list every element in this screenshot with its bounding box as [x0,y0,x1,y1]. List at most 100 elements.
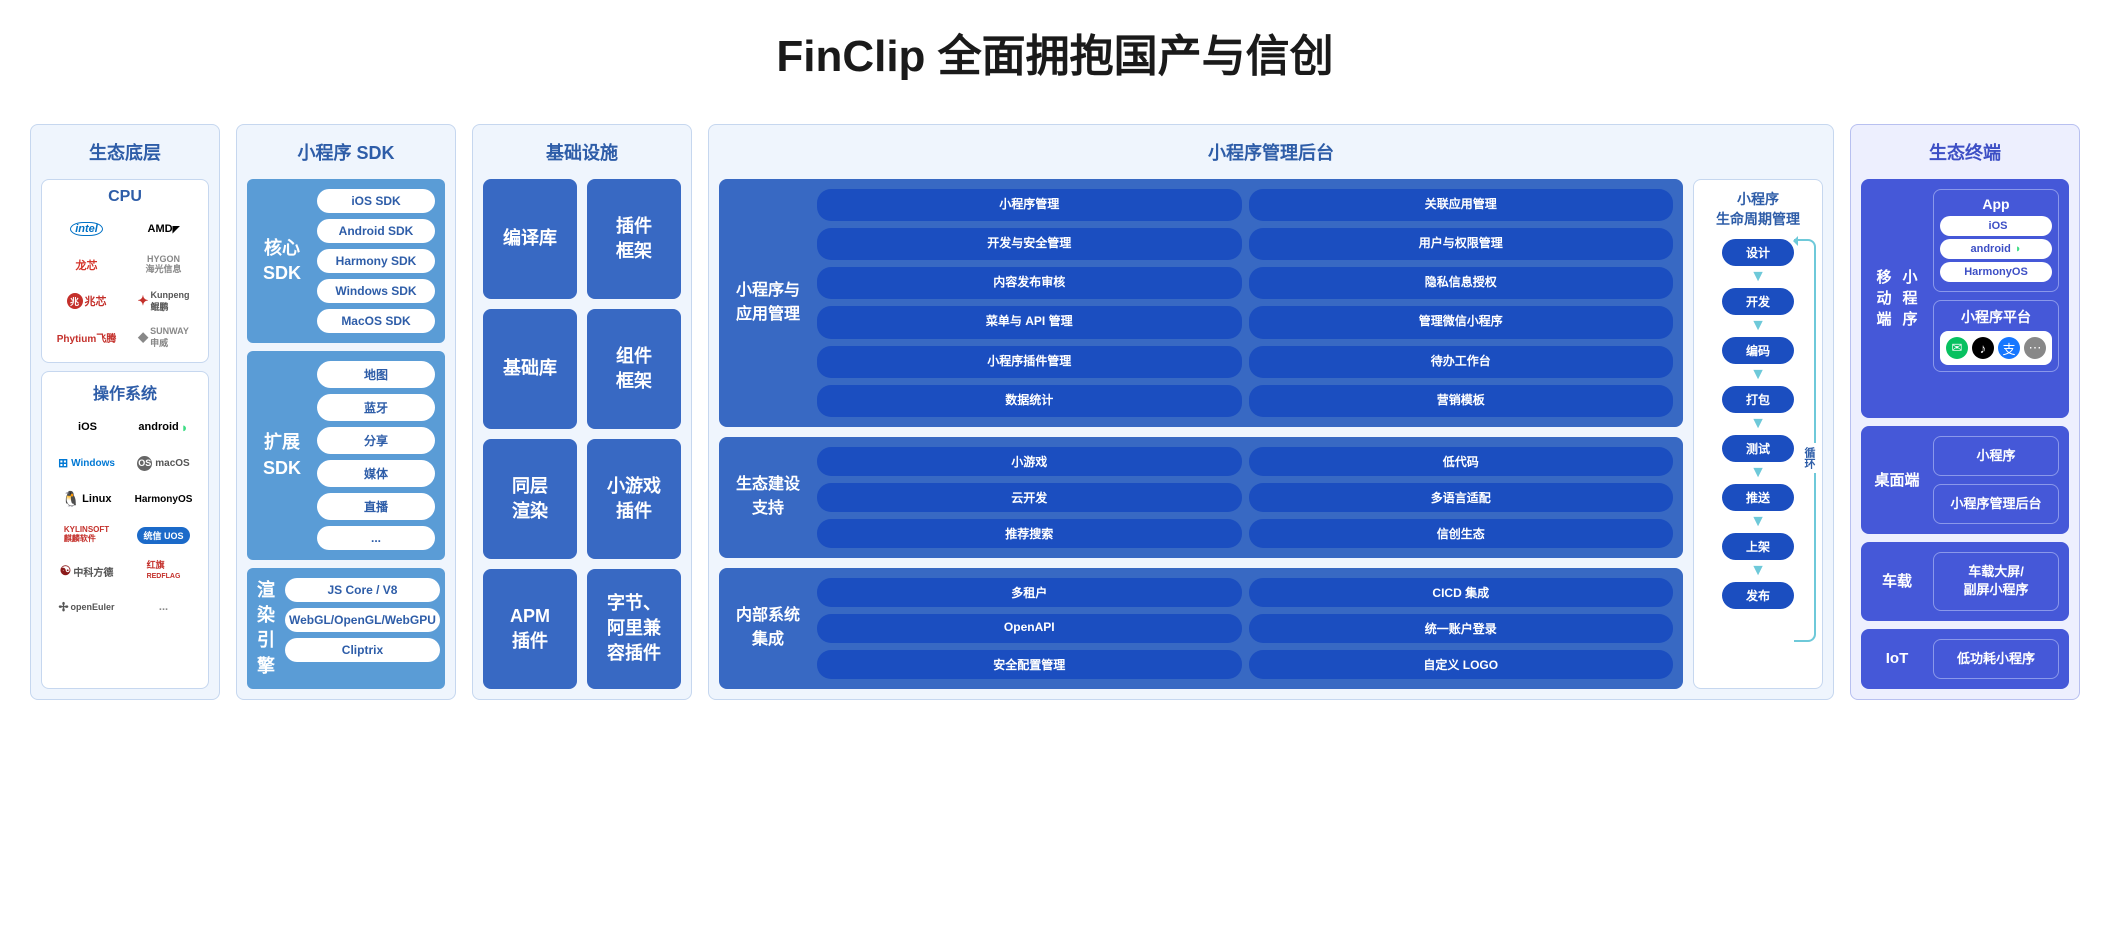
logo--: ☯中科方德 [50,558,123,584]
sdk-panel: 小程序 SDK 核心SDK iOS SDKAndroid SDKHarmony … [236,124,456,700]
lifecycle-step: 上架 [1722,533,1794,560]
lifecycle-step: 设计 [1722,239,1794,266]
cpu-header: CPU [50,188,200,212]
mgmt-pill: CICD 集成 [1249,578,1674,607]
lifecycle-step: 推送 [1722,484,1794,511]
iot-section: IoT 低功耗小程序 [1861,629,2069,689]
alipay-icon: 支 [1998,337,2020,359]
douyin-icon: ♪ [1972,337,1994,359]
infra-cell: 同层渲染 [483,439,577,559]
logo-sunway-: ◆SUNWAY申威 [127,324,200,350]
eco-terminal-header: 生态终端 [1861,135,2069,171]
mgmt-pill: 安全配置管理 [817,650,1242,679]
lifecycle-loop-label: 循环 [1800,443,1818,473]
mgmt-section: 生态建设支持小游戏低代码云开发多语言适配推荐搜索信创生态 [719,437,1683,558]
render-engine-label: 渲染引擎 [257,578,275,679]
pill: Android SDK [317,219,435,243]
logo-ios: iOS [50,414,123,440]
sdk-header: 小程序 SDK [247,135,445,171]
arrow-down-icon: ▼ [1750,563,1766,579]
os-sub-panel: 操作系统 iOSandroid◗⊞WindowsOSmacOS🐧LinuxHar… [41,371,209,689]
mgmt-section-label: 小程序与应用管理 [729,189,807,417]
logo-harmonyos: HarmonyOS [127,486,200,512]
logo-hygon-: HYGON海光信息 [127,252,200,278]
app-sub-header: App [1940,196,2052,212]
desktop-section: 桌面端 小程序小程序管理后台 [1861,426,2069,534]
infra-cell: 组件框架 [587,309,681,429]
lifecycle-step: 编码 [1722,337,1794,364]
pill: 直播 [317,493,435,520]
mgmt-pill: 隐私信息授权 [1249,267,1674,299]
logo--redflag: 红旗REDFLAG [127,558,200,584]
mgmt-pill: 用户与权限管理 [1249,228,1674,260]
mgmt-pill: 小程序管理 [817,189,1242,221]
lifecycle-step: 发布 [1722,582,1794,609]
pill: Cliptrix [285,638,440,662]
mgmt-pill: 开发与安全管理 [817,228,1242,260]
pill: JS Core / V8 [285,578,440,602]
mgmt-pill: 营销模板 [1249,385,1674,417]
core-sdk-block: 核心SDK iOS SDKAndroid SDKHarmony SDKWindo… [247,179,445,343]
app-sub: App iOS android ◗ HarmonyOS [1933,189,2059,292]
lifecycle-step: 打包 [1722,386,1794,413]
lifecycle-header: 小程序生命周期管理 [1702,190,1814,229]
logo-kunpeng-: ✦Kunpeng鲲鹏 [127,288,200,314]
mgmt-pill: 自定义 LOGO [1249,650,1674,679]
infra-cell: 插件框架 [587,179,681,299]
infra-cell: APM插件 [483,569,577,689]
platform-sub: 小程序平台 ✉♪支⋯ [1933,300,2059,372]
pill: 地图 [317,361,435,388]
iot-label: IoT [1871,639,1923,679]
mgmt-section: 小程序与应用管理小程序管理关联应用管理开发与安全管理用户与权限管理内容发布审核隐… [719,179,1683,427]
ext-sdk-label: 扩展SDK [257,361,307,550]
mgmt-pill: 小程序插件管理 [817,346,1242,378]
diagram-columns: 生态底层 CPU intelAMD◤龙芯HYGON海光信息兆兆芯✦Kunpeng… [30,124,2080,700]
pill: iOS SDK [317,189,435,213]
app-pill: android ◗ [1940,239,2052,259]
logo--: ... [127,594,200,620]
mgmt-pill: 关联应用管理 [1249,189,1674,221]
terminal-box: 小程序 [1933,436,2059,476]
mgmt-pill: 信创生态 [1249,519,1674,548]
pill: 分享 [317,427,435,454]
logo-android: android◗ [127,414,200,440]
pill: MacOS SDK [317,309,435,333]
logo-phytium-: Phytium飞腾 [50,324,123,350]
logo-kylinsoft-: KYLINSOFT麒麟软件 [50,522,123,548]
logo--: 龙芯 [50,252,123,278]
render-engine-block: 渲染引擎 JS Core / V8WebGL/OpenGL/WebGPUClip… [247,568,445,689]
page-title: FinClip 全面拥抱国产与信创 [30,20,2080,84]
mgmt-pill: 云开发 [817,483,1242,512]
infra-cell: 字节、阿里兼容插件 [587,569,681,689]
desktop-label: 桌面端 [1871,436,1923,524]
logo-amd: AMD◤ [127,216,200,242]
mgmt-pill: 待办工作台 [1249,346,1674,378]
arrow-down-icon: ▼ [1750,514,1766,530]
logo-openeuler: ✢openEuler [50,594,123,620]
ext-sdk-block: 扩展SDK 地图蓝牙分享媒体直播... [247,351,445,560]
lifecycle-step: 测试 [1722,435,1794,462]
terminal-box: 车载大屏/副屏小程序 [1933,552,2059,610]
logo-intel: intel [50,216,123,242]
app-pill: HarmonyOS [1940,262,2052,282]
os-header: 操作系统 [50,380,200,410]
more-icon: ⋯ [2024,337,2046,359]
infra-panel: 基础设施 编译库插件框架基础库组件框架同层渲染小游戏插件APM插件字节、阿里兼容… [472,124,692,700]
mgmt-pill: 推荐搜索 [817,519,1242,548]
mgmt-pill: OpenAPI [817,614,1242,643]
mgmt-pill: 管理微信小程序 [1249,306,1674,338]
terminal-box: 小程序管理后台 [1933,484,2059,524]
arrow-down-icon: ▼ [1750,318,1766,334]
eco-terminal-panel: 生态终端 移动端小程序 App iOS android ◗ HarmonyOS 小程… [1850,124,2080,700]
logo-windows: ⊞Windows [50,450,123,476]
mgmt-pill: 多租户 [817,578,1242,607]
logo-linux: 🐧Linux [50,486,123,512]
mgmt-pill: 菜单与 API 管理 [817,306,1242,338]
mgmt-pill: 内容发布审核 [817,267,1242,299]
arrow-down-icon: ▼ [1750,465,1766,481]
pill: 媒体 [317,460,435,487]
mgmt-pill: 低代码 [1249,447,1674,476]
arrow-down-icon: ▼ [1750,367,1766,383]
mobile-label: 移动端小程序 [1871,189,1923,408]
app-pill: iOS [1940,216,2052,236]
